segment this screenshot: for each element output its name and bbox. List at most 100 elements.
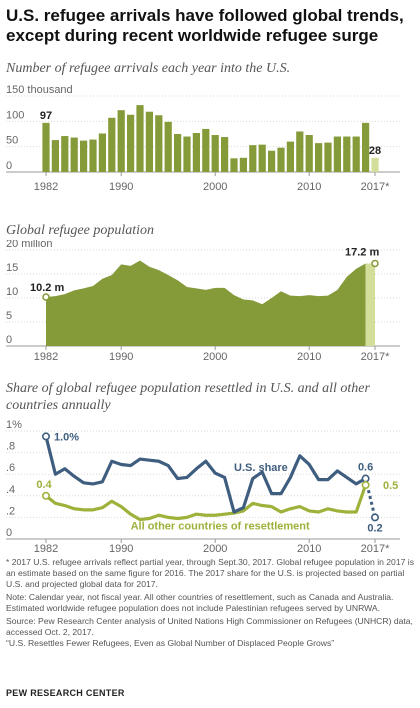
brand-logo-text: PEW RESEARCH CENTER <box>6 688 125 698</box>
x-tick-label: 1982 <box>34 543 58 555</box>
bar-2005 <box>258 144 266 172</box>
data-point-us-first <box>41 432 50 441</box>
bar-1989 <box>108 117 116 172</box>
y-tick-label: 15 <box>6 262 18 274</box>
y-tick-label: 20 million <box>6 240 52 250</box>
x-tick-label: 2017* <box>361 351 390 363</box>
data-label-other-first: 0.4 <box>36 479 52 491</box>
bar-1996 <box>174 134 182 172</box>
x-tick-label: 1982 <box>34 181 58 193</box>
bar-2009 <box>296 131 304 172</box>
bar-1982 <box>42 122 50 172</box>
bar-1993 <box>145 111 153 172</box>
y-tick-label: 150 thousand <box>6 84 73 96</box>
y-tick-label: 0 <box>6 160 12 172</box>
data-point-us-last <box>370 513 379 522</box>
y-tick-label: .4 <box>6 484 15 496</box>
x-tick-label: 2017* <box>361 543 390 555</box>
bar-1984 <box>61 136 69 172</box>
bar-2012 <box>324 142 332 172</box>
bar-1990 <box>117 110 125 172</box>
bar-2011 <box>315 143 323 172</box>
x-tick-label: 2010 <box>297 543 321 555</box>
area-series <box>46 260 366 346</box>
x-tick-label: 1982 <box>34 351 58 363</box>
bar-1991 <box>127 114 135 172</box>
bar-2006 <box>268 150 276 172</box>
y-tick-label: 1% <box>6 419 22 431</box>
bar-2003 <box>239 157 247 172</box>
data-label-us-first: 1.0% <box>54 431 79 443</box>
source-text: Source: Pew Research Center analysis of … <box>6 616 413 637</box>
footnotes: * 2017 U.S. refugee arrivals reflect par… <box>6 557 414 649</box>
data-point-first <box>42 293 50 301</box>
bar-2013 <box>333 136 341 172</box>
line-series-other <box>44 484 368 522</box>
bar-1986 <box>80 140 88 172</box>
y-tick-label: 0 <box>6 527 12 539</box>
y-tick-label: 50 <box>6 135 18 147</box>
bar-1999 <box>202 128 210 172</box>
data-label-last: 28 <box>369 145 381 157</box>
y-tick-label: .8 <box>6 441 15 453</box>
x-tick-label: 2000 <box>203 351 227 363</box>
data-label-other-last: 0.5 <box>383 480 398 492</box>
note-text: Note: Calendar year, not fiscal year. Al… <box>6 592 394 613</box>
y-tick-label: 10 <box>6 286 18 298</box>
share-chart-title: Share of global refugee population reset… <box>6 381 370 413</box>
bar-2008 <box>286 141 294 172</box>
bar-2004 <box>249 145 257 172</box>
x-tick-label: 2010 <box>297 181 321 193</box>
arrivals-chart-title: Number of refugee arrivals each year int… <box>6 61 291 76</box>
x-tick-label: 1990 <box>109 351 133 363</box>
line-series-us <box>44 436 367 514</box>
population-chart-title: Global refugee population <box>6 223 155 238</box>
bar-2017 <box>371 157 379 172</box>
area-series-estimate <box>365 263 375 346</box>
data-point-other-first <box>41 491 50 500</box>
y-tick-label: 5 <box>6 310 12 322</box>
bar-2001 <box>221 137 229 172</box>
bar-2015 <box>352 136 360 172</box>
asterisk-note: * 2017 U.S. refugee arrivals reflect par… <box>6 557 414 589</box>
bar-1985 <box>70 137 78 172</box>
data-point-last <box>371 259 379 268</box>
y-tick-label: 100 <box>6 109 24 121</box>
x-tick-label: 2000 <box>203 543 227 555</box>
y-tick-label: .6 <box>6 462 15 474</box>
y-tick-label: .2 <box>6 505 15 517</box>
data-point-other-last <box>361 481 370 490</box>
x-tick-label: 2000 <box>203 181 227 193</box>
report-title: “U.S. Resettles Fewer Refugees, Even as … <box>6 638 335 648</box>
bar-2007 <box>277 147 285 172</box>
data-label-last: 17.2 m <box>345 246 379 258</box>
x-tick-label: 2017* <box>361 181 390 193</box>
bar-2002 <box>230 158 238 172</box>
page-title: U.S. refugee arrivals have followed glob… <box>6 6 404 45</box>
data-point-us-2016 <box>361 474 370 483</box>
bar-1992 <box>136 105 144 172</box>
bar-1998 <box>192 132 200 172</box>
bar-1983 <box>51 140 59 172</box>
arrivals-bar-chart: 150 thousand 100 50 0 1982 1990 2000 2010 2017* 9… <box>6 84 400 193</box>
bar-2014 <box>343 136 351 172</box>
bar-2010 <box>305 135 313 172</box>
series-label-other: All other countries of resettlement <box>131 520 310 532</box>
y-tick-label: 0 <box>6 334 12 346</box>
series-label-us: U.S. share <box>234 462 288 474</box>
bar-1987 <box>89 139 97 172</box>
data-label-first: 10.2 m <box>30 282 64 294</box>
x-tick-label: 2010 <box>297 351 321 363</box>
bar-1988 <box>98 133 106 172</box>
bar-1997 <box>183 136 191 172</box>
bar-1995 <box>164 121 172 172</box>
x-tick-label: 1990 <box>109 543 133 555</box>
bar-2000 <box>211 135 219 172</box>
bar-2016 <box>362 122 370 172</box>
x-tick-label: 1990 <box>109 181 133 193</box>
data-label-first: 97 <box>40 110 52 122</box>
bar-1994 <box>155 115 163 172</box>
population-area-chart: 20 million 15 10 5 0 1982 1990 2000 2010 2017* 10.… <box>6 240 400 363</box>
data-label-us-2016: 0.6 <box>358 462 373 474</box>
share-line-chart: 1% .8 .6 .4 .2 0 1982 1990 2000 2010 2017* 1.0% 0.6 0… <box>6 419 400 555</box>
